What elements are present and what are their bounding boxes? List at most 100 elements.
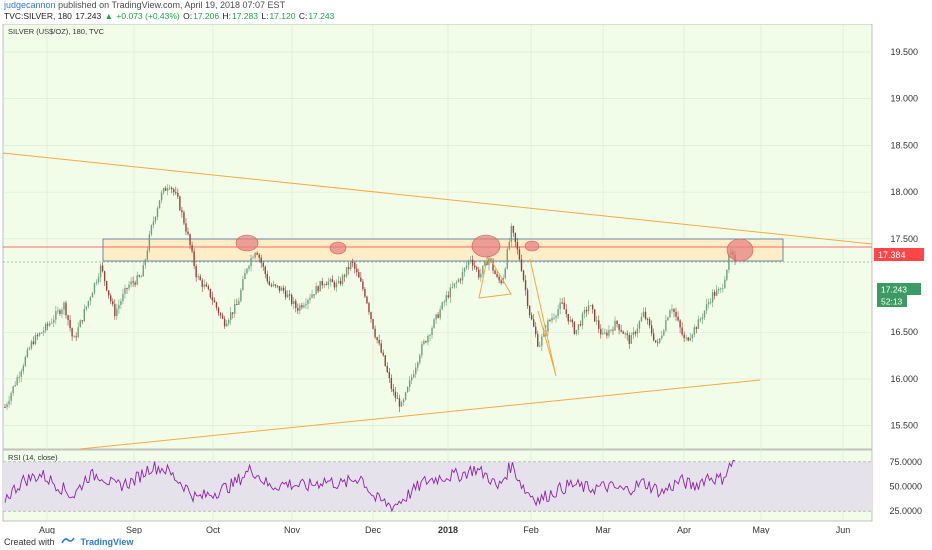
candle-body: [516, 242, 519, 250]
candle-body: [67, 315, 69, 320]
touch-marker[interactable]: [235, 234, 259, 252]
triangle-drawing[interactable]: [478, 253, 512, 299]
candle-body: [400, 402, 403, 407]
candle-body: [720, 288, 722, 290]
touch-marker[interactable]: [329, 241, 347, 255]
candle-body: [219, 313, 222, 316]
author-link[interactable]: judgecannon: [4, 0, 56, 10]
candle-body: [695, 327, 698, 329]
resistance-zone-box[interactable]: [102, 238, 784, 262]
symbol-label: TVC:SILVER, 180: [4, 11, 72, 21]
candle-body: [83, 309, 86, 321]
candle-body: [380, 343, 382, 353]
candle-body: [158, 200, 161, 209]
candle-body: [604, 332, 606, 334]
candle-body: [166, 188, 169, 191]
candle-body: [622, 331, 624, 334]
candle-body: [116, 308, 118, 317]
price-pane: [2, 24, 873, 450]
candle-body: [396, 397, 399, 399]
candle-body: [524, 280, 527, 291]
candle-body: [711, 292, 714, 303]
upper-trendline[interactable]: [2, 152, 873, 245]
candle-body: [303, 305, 305, 308]
candle-body: [22, 365, 25, 372]
candle-body: [217, 307, 220, 314]
candle-body: [431, 327, 433, 336]
candle-body: [638, 321, 641, 329]
y-tick-label: 15.500: [890, 421, 918, 431]
candle-body: [437, 314, 439, 318]
candle-body: [24, 356, 27, 366]
candle-body: [282, 287, 285, 291]
countdown-tag: [877, 295, 907, 307]
candle-body: [30, 341, 33, 349]
candle-body: [59, 310, 61, 314]
lower-trendline[interactable]: [79, 379, 761, 450]
candle-body: [126, 288, 128, 290]
candle-body: [225, 323, 228, 327]
candle-body: [441, 302, 443, 310]
candle-body: [362, 281, 364, 290]
candle-body: [569, 319, 571, 322]
candle-body: [697, 319, 700, 329]
candle-body: [264, 266, 266, 274]
candle-body: [482, 265, 484, 274]
chart-area[interactable]: SILVER (US$/OZ), 180, TVC RSI (14, close…: [0, 24, 932, 534]
candle-body: [514, 232, 517, 243]
rsi-y-axis: 75.0000 50.0000 25.0000: [889, 457, 922, 516]
candle-body: [435, 314, 437, 320]
candle-body: [709, 302, 712, 304]
candle-body: [657, 342, 659, 344]
candle-body: [535, 326, 537, 335]
candle-body: [693, 327, 696, 335]
tradingview-logo-icon: [60, 536, 75, 547]
candle-body: [266, 273, 269, 282]
current-price-tag-text: 17.384: [878, 250, 906, 260]
candle-body: [705, 304, 708, 311]
candle-body: [291, 294, 293, 304]
candle-body: [203, 284, 205, 287]
touch-marker[interactable]: [471, 234, 501, 258]
touch-marker[interactable]: [524, 240, 540, 252]
drop-pattern-drawing[interactable]: [529, 258, 557, 377]
candle-body: [354, 262, 356, 269]
x-tick-label: May: [752, 525, 770, 534]
candle-body: [258, 254, 260, 258]
candle-body: [75, 336, 77, 338]
candle-body: [500, 280, 502, 284]
x-tick-label: Jun: [836, 525, 851, 534]
candle-body: [254, 252, 256, 258]
candle-body: [551, 317, 553, 321]
tradingview-link[interactable]: TradingView: [80, 536, 134, 547]
candle-body: [410, 377, 413, 381]
candle-body: [384, 355, 386, 367]
candle-body: [459, 279, 462, 281]
candle-body: [268, 281, 271, 286]
rsi-tick-label: 25.0000: [889, 506, 922, 516]
candle-body: [443, 301, 445, 303]
candle-body: [642, 311, 645, 317]
y-tick-label: 16.500: [890, 327, 918, 337]
candle-body: [142, 265, 144, 277]
touch-marker[interactable]: [726, 238, 754, 262]
candle-body: [339, 280, 342, 285]
candle-body: [108, 290, 110, 296]
candle-body: [681, 327, 683, 335]
candle-body: [152, 221, 155, 226]
candle-body: [274, 284, 277, 286]
published-text: published on TradingView.com, April 19, …: [58, 0, 286, 10]
candle-body: [44, 324, 47, 331]
candle-body: [366, 296, 368, 304]
candle-body: [707, 302, 710, 305]
candle-body: [417, 362, 419, 368]
candle-body: [38, 332, 41, 336]
y-axis: 19.500 19.000 18.500 18.000 17.500 16.500 16.0…: [890, 47, 918, 431]
candle-body: [506, 249, 508, 269]
candle-body: [376, 337, 378, 340]
candle-body: [598, 320, 600, 329]
candle-body: [553, 317, 555, 319]
candle-body: [120, 301, 122, 305]
y-tick-label: 17.500: [890, 234, 918, 244]
candle-body: [238, 301, 240, 305]
